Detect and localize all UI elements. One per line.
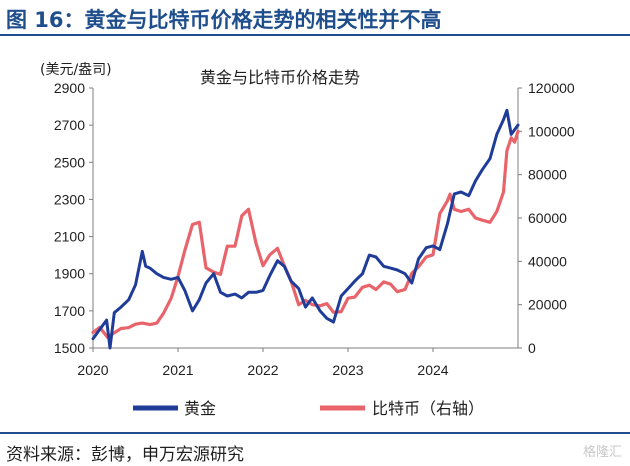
left-tick-label: 2300 — [54, 191, 85, 207]
right-tick-label: 80000 — [528, 167, 567, 183]
legend-label-gold: 黄金 — [184, 399, 216, 418]
chart-series — [91, 108, 520, 350]
watermark: 格隆汇 — [582, 445, 622, 460]
chart-title: 黄金与比特币价格走势 — [200, 68, 360, 87]
source-note: 资料来源：彭博，申万宏源研究 — [6, 445, 244, 465]
footer-divider — [0, 432, 630, 434]
x-tick-label: 2022 — [247, 362, 278, 378]
left-tick-label: 2100 — [54, 229, 85, 245]
left-tick-label: 2500 — [54, 154, 85, 170]
figure-title: 图 16：黄金与比特币价格走势的相关性并不高 — [6, 8, 442, 32]
right-tick-label: 0 — [528, 340, 536, 356]
x-tick-label: 2020 — [77, 362, 108, 378]
left-tick-label: 2900 — [54, 80, 85, 96]
chart-legend: 黄金 比特币（右轴） — [133, 399, 484, 418]
left-axis-unit-label: (美元/盎司) — [40, 62, 112, 78]
left-tick-label: 1900 — [54, 266, 85, 282]
x-tick-label: 2021 — [162, 362, 193, 378]
right-tick-label: 100000 — [528, 123, 575, 139]
left-tick-label: 1700 — [54, 303, 85, 319]
x-tick-label: 2023 — [332, 362, 363, 378]
right-tick-label: 60000 — [528, 210, 567, 226]
legend-label-bitcoin: 比特币（右轴） — [372, 399, 484, 418]
right-tick-label: 40000 — [528, 253, 567, 269]
gold-price-line — [91, 108, 520, 350]
price-chart: 1500 1700 1900 2100 2300 2500 2700 2900 0 20000 40… — [40, 62, 575, 418]
chart-axes: 1500 1700 1900 2100 2300 2500 2700 2900 0 20000 40… — [54, 80, 575, 378]
x-tick-label: 2024 — [417, 362, 448, 378]
left-tick-label: 2700 — [54, 117, 85, 133]
left-tick-label: 1500 — [54, 340, 85, 356]
header-divider — [0, 34, 630, 36]
report-header: 图 16：黄金与比特币价格走势的相关性并不高 — [0, 0, 630, 34]
right-tick-label: 120000 — [528, 80, 575, 96]
right-tick-label: 20000 — [528, 297, 567, 313]
